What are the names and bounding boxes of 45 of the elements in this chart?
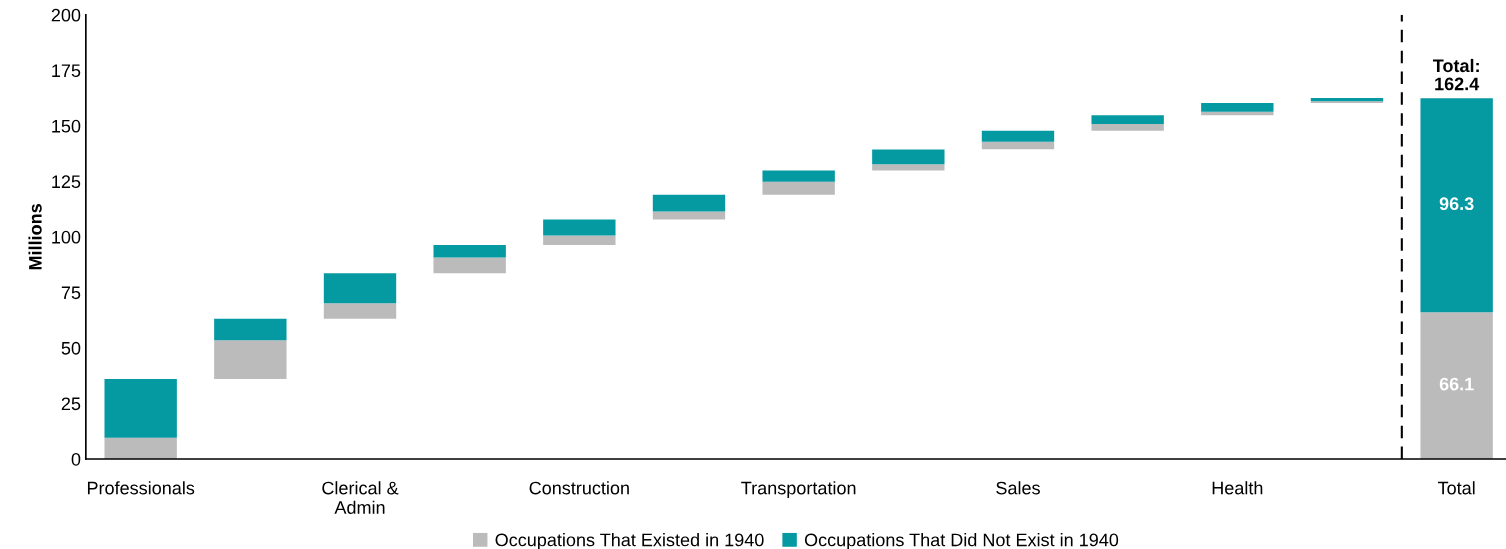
bar [323,303,397,319]
bar [652,211,726,220]
bar [762,170,835,182]
y-tick-label: 100 [52,230,81,244]
x-tick-label: Total [1437,481,1475,495]
x-tick-label: Transportation [741,481,856,499]
bar [104,379,177,438]
total-label: Total: 162.4 [1432,58,1480,91]
y-axis-title: Millions [28,204,42,270]
y-tick-label: 125 [52,175,81,189]
bar [981,130,1055,142]
x-tick-label: Professionals [87,481,195,495]
data-label: 96.3 [1439,197,1474,211]
x-tick-label: Clerical & Admin [322,481,399,514]
bar [872,149,945,165]
bar [981,141,1055,150]
legend-label: Occupations That Did Not Exist in 1940 [804,533,1119,549]
y-tick-label: 75 [61,286,81,300]
bar [1420,98,1493,313]
bar [1420,312,1493,459]
x-tick-label: Health [1212,481,1263,495]
bar [1091,124,1164,131]
y-tick-label: 0 [71,452,81,466]
bar [543,235,616,245]
bar [1091,115,1164,125]
x-tick-label: Sales [996,481,1040,495]
y-tick-label: 50 [61,341,81,355]
bar [214,340,287,380]
data-label: 66.1 [1439,377,1474,391]
y-tick-label: 175 [52,64,81,78]
bar [433,244,506,258]
bar [543,219,616,236]
bar [433,257,506,274]
bar [1201,102,1274,112]
y-tick-label: 150 [52,119,81,133]
bar [214,318,287,341]
y-tick-label: 200 [51,8,81,22]
x-tick-label: Construction [529,481,629,495]
legend-label: Occupations That Existed in 1940 [495,533,764,549]
bar [872,164,945,171]
bar [762,181,835,195]
bar [104,437,177,459]
y-tick-label: 25 [61,397,81,411]
bar [323,273,397,304]
bar [652,194,726,212]
